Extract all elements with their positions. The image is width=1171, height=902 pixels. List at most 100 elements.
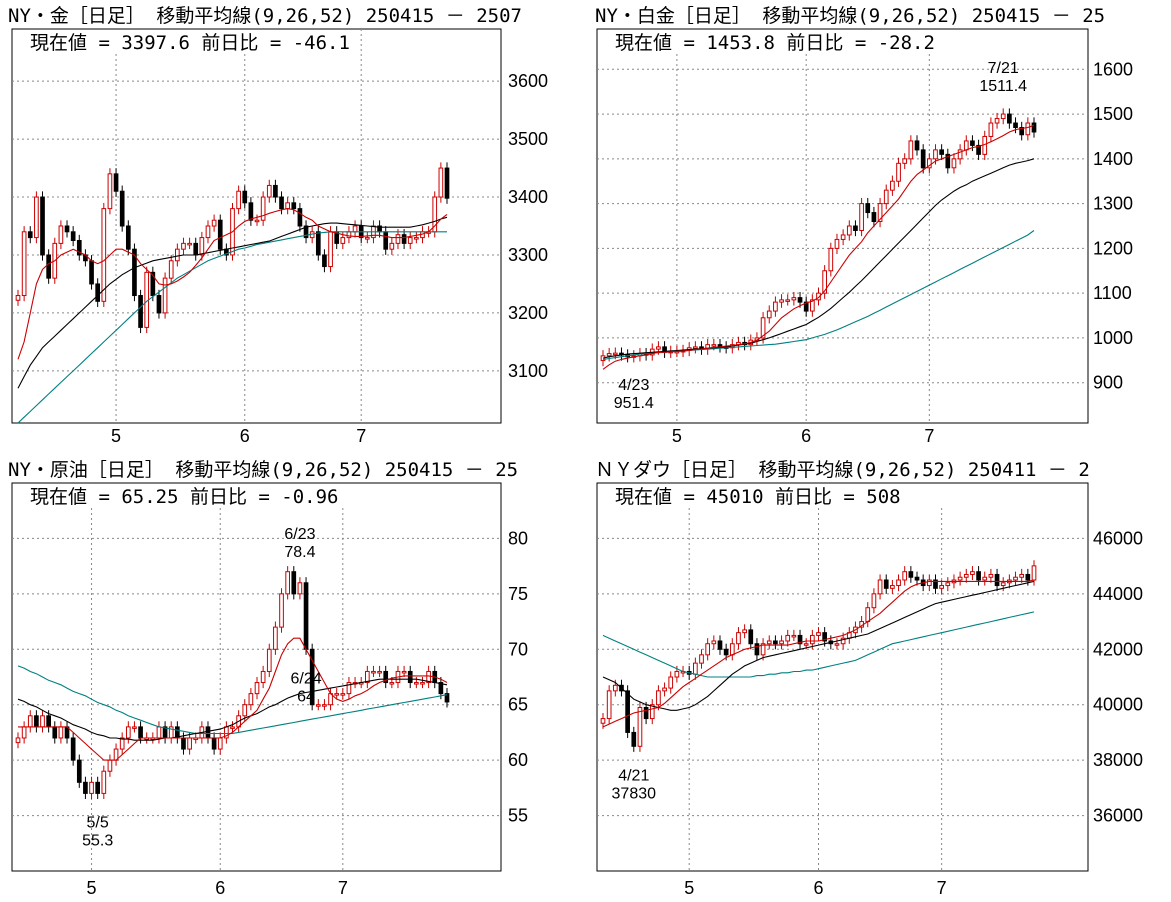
candle [279, 191, 284, 215]
candle [64, 220, 70, 238]
ma-line-9 [602, 124, 1035, 370]
candle [125, 220, 131, 255]
candle [668, 671, 674, 694]
candle [859, 197, 864, 237]
y-tick-label: 44000 [1093, 584, 1143, 604]
info-box [605, 30, 945, 54]
plot-area [11, 28, 502, 424]
candle [334, 688, 340, 700]
x-tick-label: 6 [801, 426, 811, 446]
candle [957, 144, 963, 165]
candle [371, 665, 376, 678]
chart-panel-1: NY・白金［日足］ 移動平均線(9,26,52) 250415 － 25 900 1… [595, 5, 1133, 446]
candle [742, 624, 747, 639]
ma-line-26 [602, 158, 1035, 359]
candle [303, 220, 309, 244]
candle [113, 168, 119, 197]
annotation-date: 4/21 [618, 767, 649, 784]
chart-panel-3: ＮＹダウ［日足］ 移動平均線(9,26,52) 250411 － 2 36000 3… [595, 459, 1143, 898]
y-tick-label: 3400 [508, 187, 548, 207]
candle [187, 237, 192, 250]
candle [908, 566, 914, 583]
candle [643, 701, 649, 725]
candle [346, 676, 352, 700]
candle [631, 726, 637, 752]
candle [1031, 117, 1037, 138]
info-box [605, 484, 945, 508]
candle [803, 296, 809, 317]
candle [168, 255, 174, 284]
current-value-info: 現在値 = 65.25 前日比 = -0.96 [30, 486, 338, 508]
x-tick-label: 5 [111, 426, 121, 446]
annotation-value: 37830 [612, 785, 657, 802]
candle [951, 153, 957, 174]
candle [266, 179, 272, 203]
info-box [20, 30, 360, 54]
candle [101, 765, 107, 799]
candle [119, 732, 125, 755]
candle [926, 574, 932, 592]
y-tick-label: 75 [508, 584, 528, 604]
candle [711, 635, 717, 650]
candle [175, 243, 180, 267]
candle [248, 197, 254, 226]
candle [322, 249, 327, 273]
y-tick-label: 3100 [508, 361, 548, 381]
x-tick-label: 6 [240, 426, 250, 446]
chart-panel-2: NY・原油［日足］ 移動平均線(9,26,52) 250415 － 25 55 60… [8, 459, 528, 898]
y-tick-label: 80 [508, 528, 528, 548]
y-tick-label: 65 [508, 695, 528, 715]
candle [266, 643, 272, 678]
ma-line-26 [17, 216, 448, 389]
ma-line-9 [17, 208, 448, 360]
candle [279, 588, 284, 633]
candle [606, 347, 612, 362]
candle [914, 571, 920, 586]
candle [717, 635, 723, 655]
candle [273, 179, 278, 203]
candle [125, 721, 131, 744]
candle [785, 629, 791, 647]
y-tick-label: 1400 [1093, 149, 1133, 169]
candle [322, 699, 327, 711]
y-tick-label: 42000 [1093, 639, 1143, 659]
candle [205, 220, 211, 244]
candle [432, 191, 438, 238]
candle [1019, 121, 1025, 141]
candle [242, 185, 248, 209]
candle [395, 229, 401, 250]
candle [920, 144, 926, 174]
candle [785, 294, 791, 306]
candle [285, 566, 290, 600]
candle [890, 175, 895, 196]
y-tick-label: 1000 [1093, 328, 1133, 348]
candle [736, 627, 741, 650]
x-tick-label: 5 [684, 878, 694, 898]
candle [970, 566, 975, 581]
y-tick-label: 1500 [1093, 104, 1133, 124]
candle [1013, 117, 1018, 134]
ma-line-52 [17, 231, 447, 424]
candle [76, 754, 82, 788]
candle [699, 649, 704, 669]
candle [693, 341, 698, 354]
candle [230, 721, 235, 733]
chart-title: NY・金［日足］ 移動平均線(9,26,52) 250415 － 2507 [8, 5, 522, 27]
candle [828, 242, 834, 277]
x-tick-label: 7 [356, 426, 366, 446]
candle [401, 229, 407, 250]
plot-area [11, 482, 502, 872]
candle [407, 231, 413, 250]
candle [791, 291, 797, 306]
candle [383, 665, 389, 689]
candle [766, 305, 772, 324]
y-tick-label: 40000 [1093, 695, 1143, 715]
candle [364, 665, 370, 689]
x-tick-label: 7 [937, 878, 947, 898]
candle [364, 231, 370, 244]
candle [773, 296, 778, 317]
candle [988, 117, 994, 143]
chart-panel-0: NY・金［日足］ 移動平均線(9,26,52) 250415 － 2507 310… [8, 5, 548, 446]
y-tick-label: 3200 [508, 303, 548, 323]
candle [217, 214, 223, 255]
